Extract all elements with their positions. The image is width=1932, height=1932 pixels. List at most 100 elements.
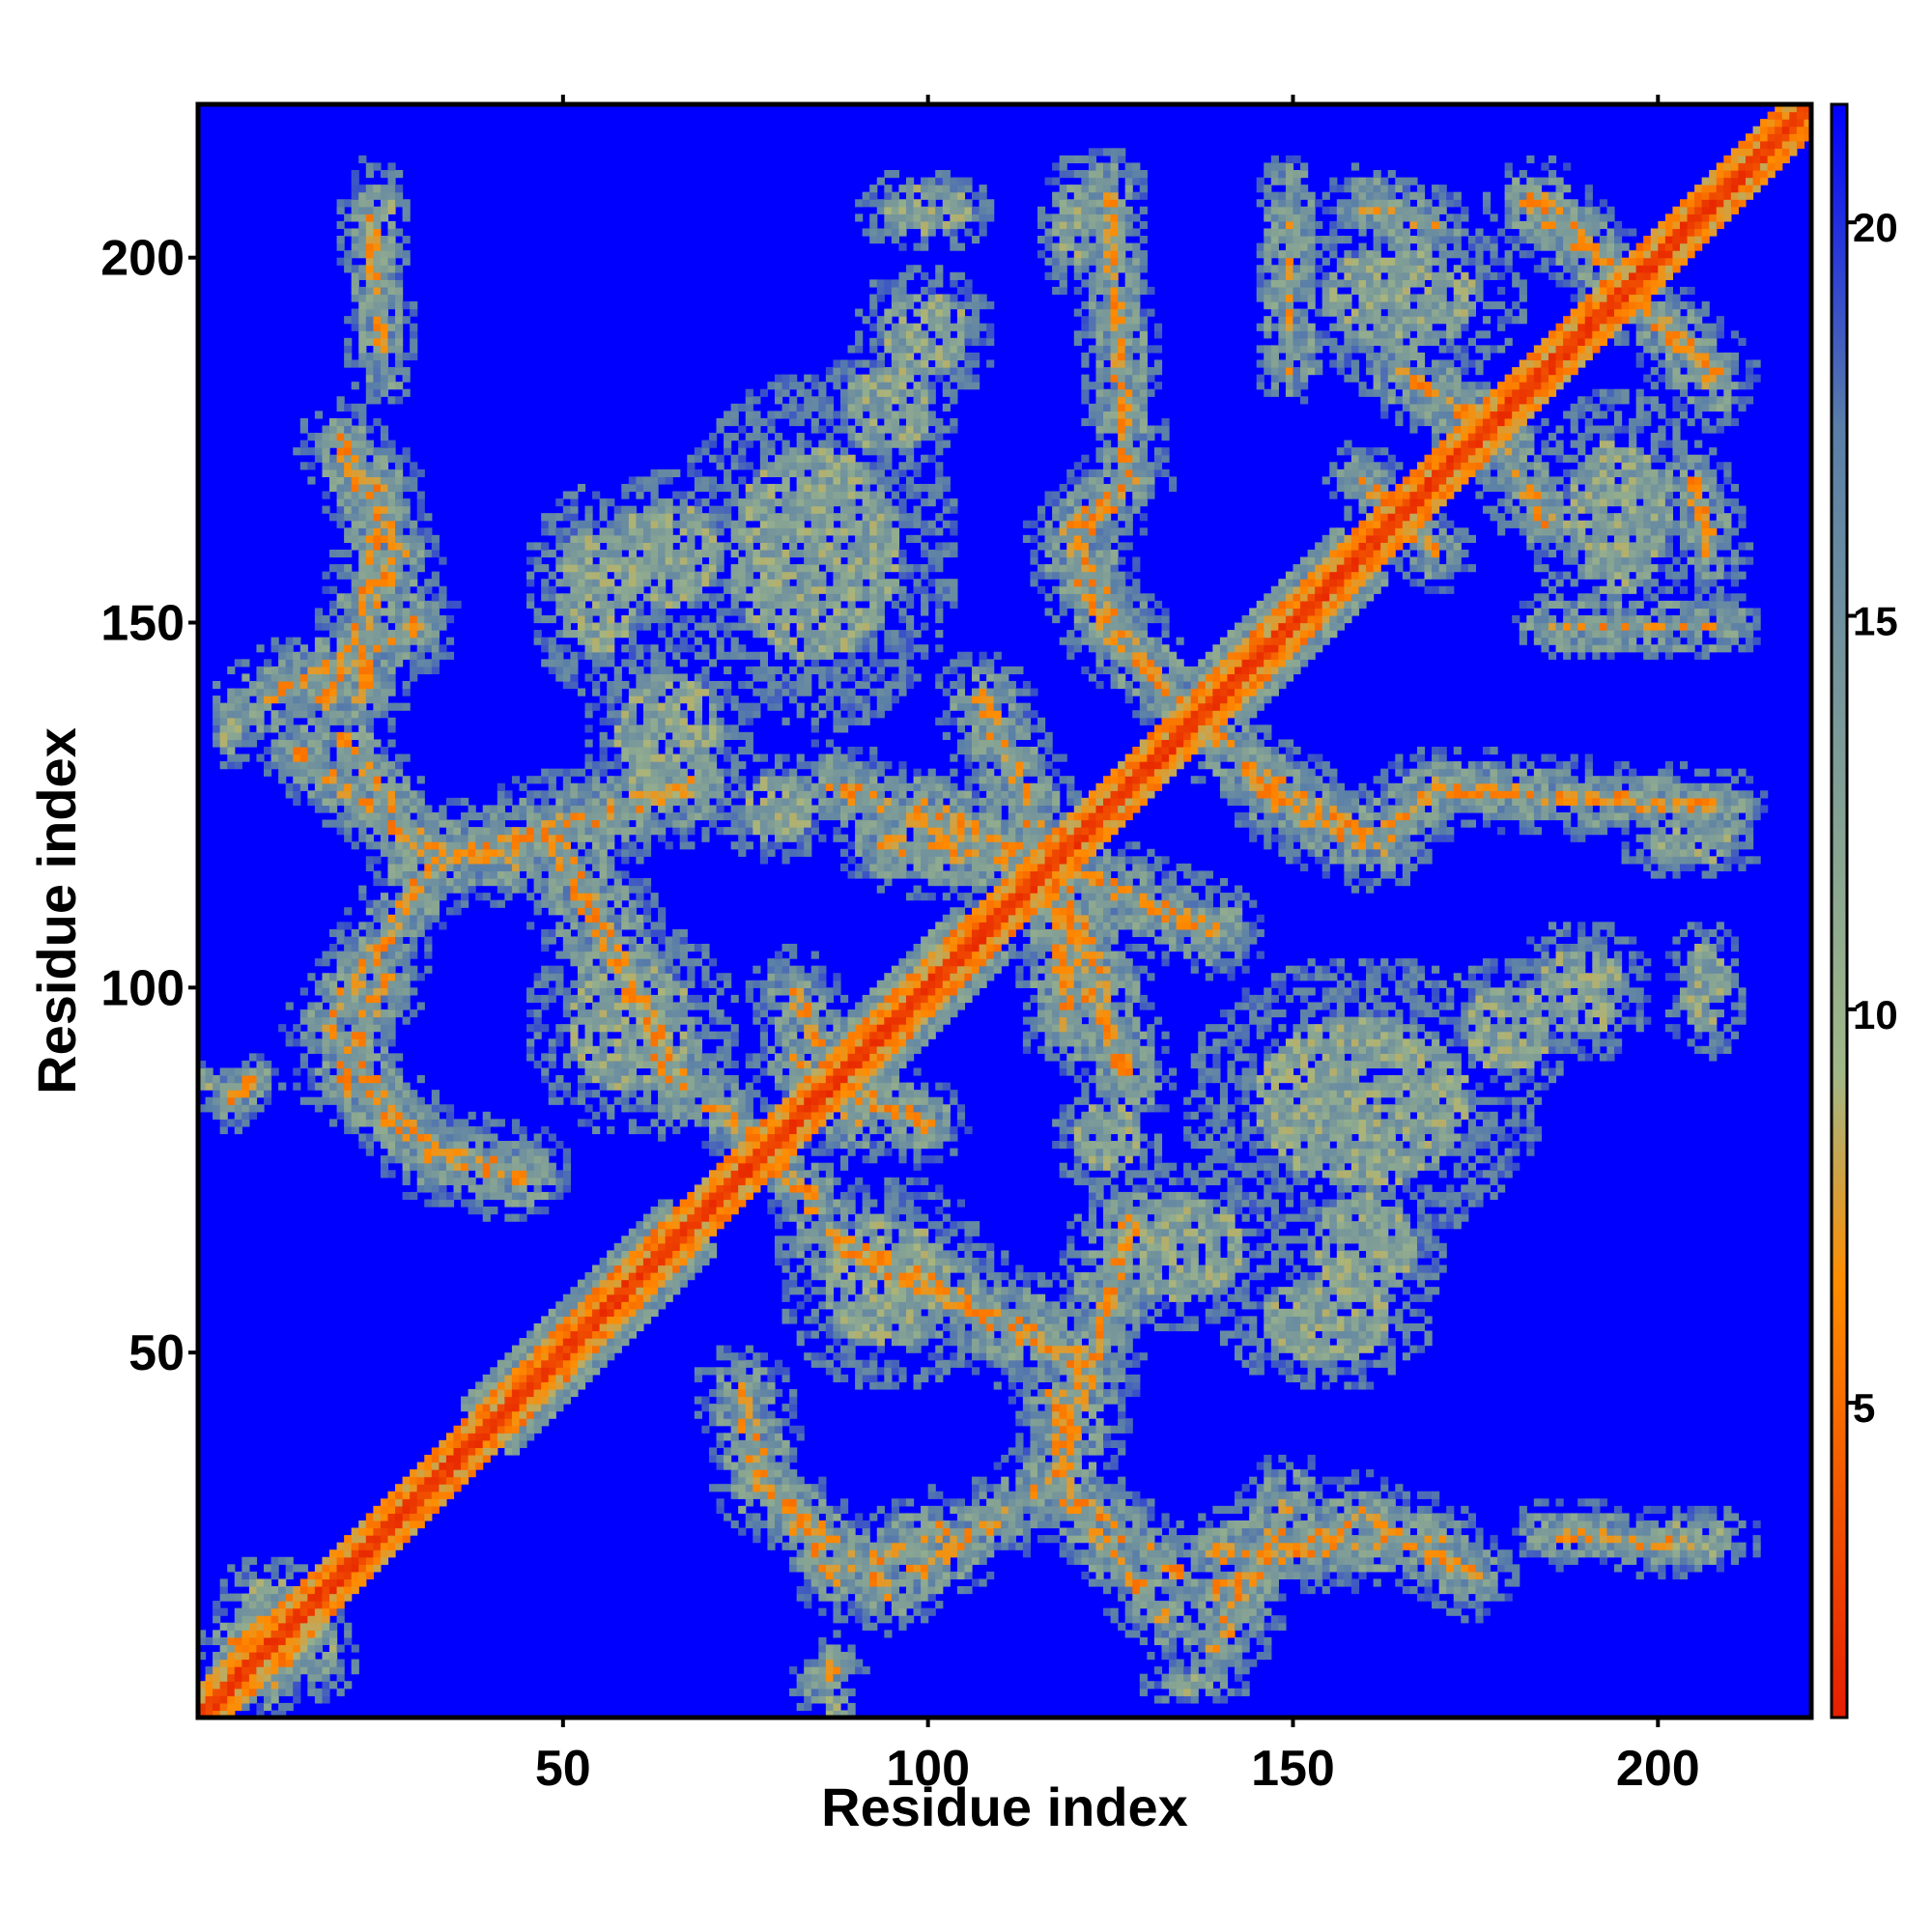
heatmap-cell: [380, 899, 389, 908]
heatmap-cell: [642, 1082, 652, 1091]
heatmap-cell: [322, 1585, 330, 1595]
heatmap-cell: [256, 1615, 265, 1624]
heatmap-cell: [584, 848, 593, 857]
heatmap-cell: [395, 352, 404, 361]
heatmap-cell: [672, 1242, 681, 1251]
heatmap-cell: [708, 483, 718, 493]
heatmap-cell: [628, 797, 637, 807]
heatmap-cell: [365, 1045, 374, 1054]
heatmap-cell: [599, 1264, 608, 1273]
heatmap-cell: [526, 1359, 535, 1368]
heatmap-cell: [716, 782, 724, 791]
heatmap-cell: [329, 768, 338, 777]
heatmap-cell: [658, 834, 667, 842]
heatmap-cell: [307, 1038, 316, 1047]
heatmap-cell: [548, 834, 556, 842]
heatmap-cell: [285, 696, 294, 704]
heatmap-cell: [402, 637, 411, 645]
heatmap-cell: [395, 1002, 404, 1010]
heatmap-cell: [607, 688, 615, 696]
heatmap-cell: [607, 834, 615, 842]
heatmap-cell: [387, 819, 396, 828]
heatmap-cell: [613, 973, 622, 981]
heatmap-cell: [307, 1016, 316, 1025]
heatmap-cell: [380, 542, 389, 551]
heatmap-cell: [599, 1016, 608, 1025]
heatmap-cell: [336, 199, 345, 208]
heatmap-cell: [344, 994, 353, 1004]
heatmap-cell: [380, 433, 389, 441]
heatmap-cell: [358, 731, 367, 741]
heatmap-cell: [365, 352, 374, 361]
heatmap-cell: [351, 1125, 359, 1135]
heatmap-cell: [607, 811, 615, 821]
heatmap-cell: [577, 899, 586, 908]
heatmap-cell: [628, 958, 637, 967]
heatmap-cell: [599, 899, 608, 908]
heatmap-cell: [205, 1710, 213, 1719]
heatmap-cell: [716, 1090, 724, 1098]
heatmap-cell: [424, 1133, 433, 1142]
heatmap-cell: [329, 944, 338, 952]
heatmap-cell: [599, 797, 608, 807]
heatmap-cell: [439, 1177, 447, 1185]
heatmap-cell: [336, 403, 345, 412]
heatmap-cell: [424, 1177, 433, 1185]
heatmap-cell: [548, 593, 556, 602]
heatmap-cell: [373, 666, 382, 675]
heatmap-cell: [256, 1688, 265, 1696]
heatmap-cell: [299, 753, 308, 762]
heatmap-cell: [475, 870, 484, 879]
heatmap-cell: [526, 1404, 535, 1412]
heatmap-cell: [445, 841, 455, 850]
heatmap-cell: [248, 1556, 258, 1565]
heatmap-cell: [687, 1213, 696, 1222]
heatmap-cell: [410, 1527, 418, 1536]
heatmap-cell: [416, 1170, 425, 1179]
heatmap-cell: [431, 549, 440, 558]
heatmap-cell: [621, 1104, 630, 1113]
heatmap-cell: [395, 1484, 404, 1492]
heatmap-cell: [745, 1447, 753, 1456]
heatmap-cell: [724, 1075, 732, 1084]
heatmap-cell: [701, 731, 710, 741]
heatmap-cell: [329, 928, 338, 938]
heatmap-cell: [724, 811, 732, 821]
heatmap-cell: [285, 1651, 294, 1661]
heatmap-cell: [344, 790, 353, 799]
heatmap-cell: [234, 1673, 242, 1682]
heatmap-cell: [738, 1381, 747, 1390]
heatmap-cell: [555, 907, 564, 916]
heatmap-cell: [658, 1075, 667, 1084]
heatmap-cell: [613, 761, 622, 770]
heatmap-cell: [665, 797, 673, 807]
heatmap-cell: [716, 1096, 724, 1105]
heatmap-cell: [410, 1520, 418, 1529]
heatmap-cell: [431, 1119, 440, 1127]
heatmap-cell: [314, 717, 324, 725]
heatmap-cell: [329, 994, 338, 1004]
heatmap-cell: [628, 1279, 637, 1288]
heatmap-cell: [599, 614, 608, 624]
heatmap-cell: [234, 1082, 242, 1091]
heatmap-cell: [730, 1367, 739, 1376]
heatmap-cell: [701, 1141, 710, 1150]
heatmap-cell: [358, 893, 367, 901]
heatmap-cell: [745, 1381, 753, 1390]
heatmap-cell: [555, 863, 564, 872]
heatmap-cell: [694, 1082, 703, 1091]
heatmap-cell: [548, 1038, 556, 1047]
heatmap-cell: [672, 1024, 681, 1033]
heatmap-cell: [599, 579, 608, 587]
heatmap-cell: [395, 359, 404, 368]
heatmap-cell: [424, 1111, 433, 1120]
heatmap-cell: [410, 1498, 418, 1507]
heatmap-cell: [314, 1038, 324, 1047]
heatmap-cell: [264, 1622, 272, 1631]
heatmap-cell: [314, 724, 324, 733]
heatmap-cell: [358, 1104, 367, 1113]
heatmap-cell: [599, 885, 608, 894]
heatmap-cell: [548, 1316, 556, 1324]
heatmap-cell: [242, 1644, 250, 1653]
heatmap-cell: [642, 1213, 652, 1222]
